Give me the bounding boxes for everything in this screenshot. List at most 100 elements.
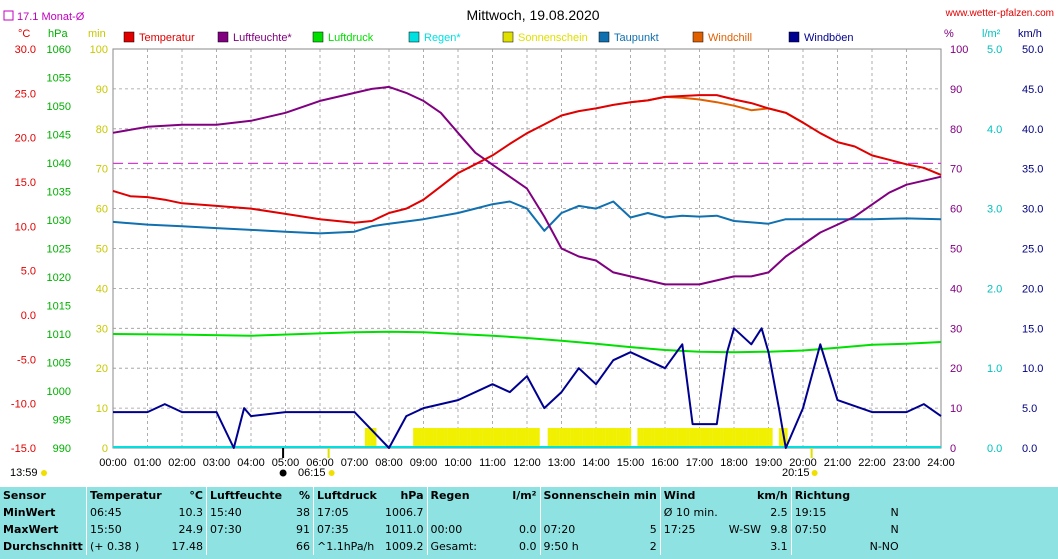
monthly-avg-label: 17.1 Monat-Ø (17, 11, 85, 23)
sunshine-bar (482, 428, 486, 448)
sun-time (539, 504, 631, 521)
rain-time: 00:00 (426, 521, 494, 538)
x-tick-label: 16:00 (651, 457, 679, 469)
legend-label: Taupunkt (614, 32, 659, 44)
sunshine-bar (531, 428, 535, 448)
rain-value: 0.0 (519, 540, 537, 553)
sunshine-bar (712, 428, 716, 448)
hum-time: 07:30 (206, 521, 287, 538)
chart-title: Mittwoch, 19.08.2020 (466, 7, 599, 23)
sunshine-bar (441, 428, 445, 448)
sunshine-bar (732, 428, 736, 448)
dir-time (790, 538, 849, 555)
min-tick-label: 50 (96, 244, 108, 256)
hpa-unit-label: hPa (48, 28, 68, 40)
min-tick-label: 80 (96, 124, 108, 136)
sunshine-bar (519, 428, 523, 448)
sunshine-bar (462, 428, 466, 448)
hpa-tick-label: 990 (53, 443, 71, 455)
hpa-tick-label: 1005 (47, 358, 71, 370)
sunshine-bar (766, 428, 770, 448)
sunrise-label: 06:15 (298, 467, 326, 479)
site-url-link[interactable]: www.wetter-pfalzen.com (945, 8, 1054, 19)
sunshine-bar (370, 428, 374, 448)
sun-icon (41, 470, 47, 476)
x-tick-label: 22:00 (858, 457, 886, 469)
sunshine-bar (689, 428, 693, 448)
sunshine-bar (669, 428, 673, 448)
sunshine-bar (459, 428, 463, 448)
sunshine-bar (729, 428, 733, 448)
sunshine-bar (610, 428, 614, 448)
dir-time: 07:50 (790, 521, 849, 538)
min-tick-label: 30 (96, 323, 108, 335)
temp-header: Temperatur (86, 487, 165, 504)
pct-tick-label: 80 (950, 124, 962, 136)
temp-tick-label: 20.0 (15, 133, 36, 145)
sunshine-bar (473, 428, 477, 448)
hpa-tick-label: 1010 (47, 329, 71, 341)
x-tick-label: 20:00 (789, 457, 817, 469)
kmh-tick-label: 50.0 (1022, 44, 1043, 56)
sensor-header: Sensor (3, 489, 46, 502)
sunshine-bar (567, 428, 571, 448)
x-tick-label: 24:00 (927, 457, 955, 469)
sunshine-bar (424, 428, 428, 448)
dir-time: 19:15 (790, 504, 849, 521)
sunshine-bar (706, 428, 710, 448)
sunshine-bar (778, 428, 782, 448)
kmh-tick-label: 30.0 (1022, 204, 1043, 216)
sunshine-bar (485, 428, 489, 448)
wind-value: 2.5 (770, 506, 788, 519)
sunshine-bar (487, 428, 491, 448)
hpa-tick-label: 1055 (47, 73, 71, 85)
x-tick-label: 23:00 (893, 457, 921, 469)
sun-time: 07:20 (539, 521, 631, 538)
x-tick-label: 00:00 (99, 457, 127, 469)
sunshine-bar (533, 428, 537, 448)
sunshine-bar (758, 428, 762, 448)
pct-tick-label: 50 (950, 244, 962, 256)
sunshine-bar (421, 428, 425, 448)
legend-swatch (502, 31, 514, 43)
sunshine-bar (683, 428, 687, 448)
sunshine-bar (755, 428, 759, 448)
lm2-tick-label: 5.0 (987, 44, 1002, 56)
x-tick-label: 09:00 (410, 457, 438, 469)
x-tick-label: 10:00 (444, 457, 472, 469)
min-tick-label: 90 (96, 84, 108, 96)
sunshine-bar (479, 428, 483, 448)
temp-tick-label: -15.0 (11, 443, 36, 455)
legend-swatch (312, 31, 324, 43)
x-tick-label: 12:00 (513, 457, 541, 469)
sunshine-bar (648, 428, 652, 448)
lm2-tick-label: 3.0 (987, 204, 1002, 216)
dir-value: N-NO (869, 540, 899, 553)
hum-value: 91 (296, 523, 310, 536)
sunshine-bar (749, 428, 753, 448)
monthly-avg-swatch-icon (3, 10, 14, 21)
legend-swatch (598, 31, 610, 43)
sun-value: 2 (649, 540, 657, 553)
hpa-tick-label: 1045 (47, 130, 71, 142)
temp-tick-label: -5.0 (17, 354, 36, 366)
x-tick-label: 14:00 (582, 457, 610, 469)
temp-tick-label: 25.0 (15, 88, 36, 100)
series-line-windben (113, 327, 942, 449)
sunshine-bar (364, 428, 368, 448)
temp-value: 24.9 (178, 523, 204, 536)
rain-unit-header: l/m² (512, 489, 537, 502)
sunshine-bar (628, 428, 632, 448)
x-tick-label: 13:00 (548, 457, 576, 469)
sunshine-bar (616, 428, 620, 448)
lm2-unit-label: l/m² (982, 28, 1001, 40)
temp-tick-label: 0.0 (21, 310, 36, 322)
hpa-tick-label: 1025 (47, 244, 71, 256)
legend-label: Windchill (708, 32, 752, 44)
x-tick-label: 03:00 (203, 457, 231, 469)
x-tick-label: 05:00 (272, 457, 300, 469)
kmh-unit-label: km/h (1018, 28, 1042, 40)
sunshine-bar (444, 428, 448, 448)
moon-phase-icon (279, 469, 287, 477)
wind-header: Wind (659, 487, 721, 504)
